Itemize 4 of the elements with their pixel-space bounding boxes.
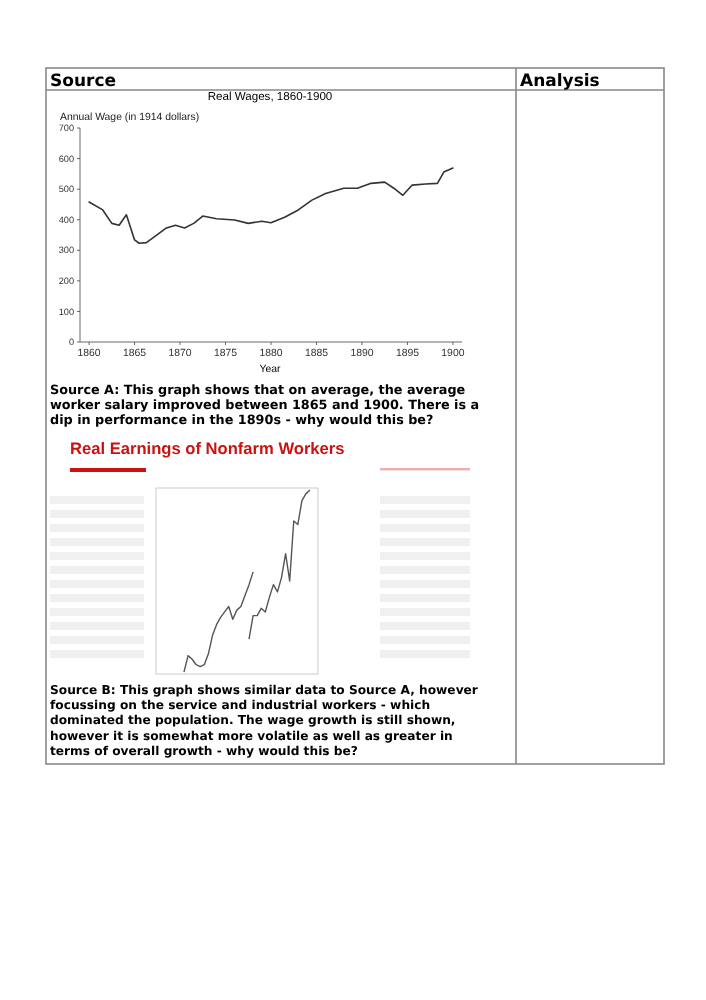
line-series [88, 167, 454, 245]
text: Source [50, 72, 117, 92]
chart-title: Real Earnings of Nonfarm Workers [70, 438, 346, 458]
text: Analysis [520, 72, 600, 92]
